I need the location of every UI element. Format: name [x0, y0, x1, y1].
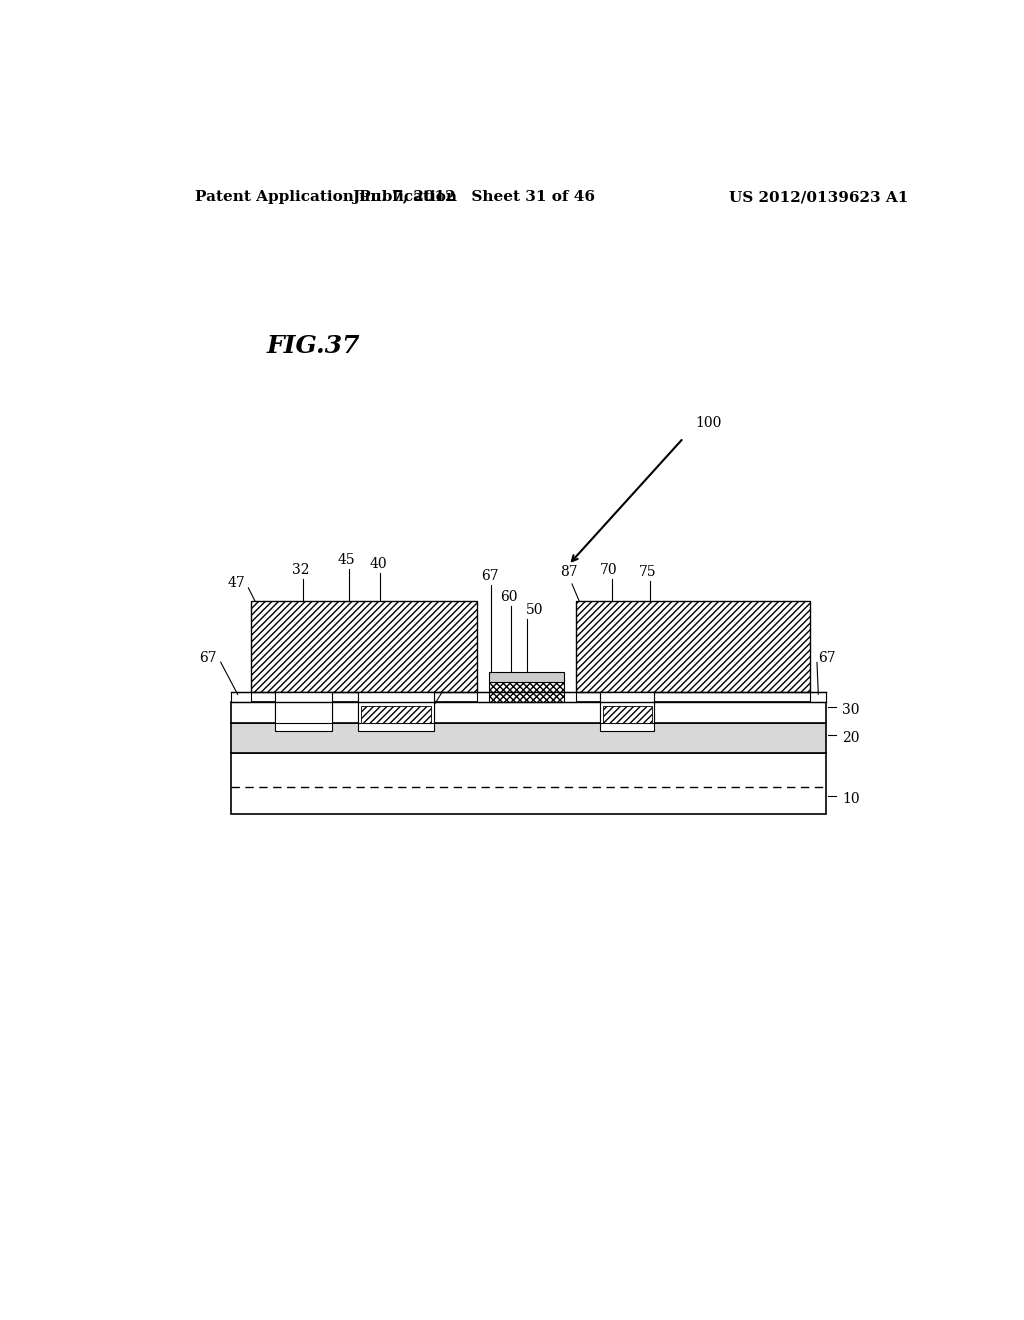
- Bar: [358, 692, 433, 731]
- Bar: [251, 601, 477, 692]
- Text: 67: 67: [818, 652, 836, 665]
- Text: 100: 100: [695, 416, 722, 430]
- Text: 67: 67: [481, 569, 499, 583]
- Text: 75: 75: [639, 565, 656, 579]
- Text: 60: 60: [500, 590, 518, 603]
- Text: US 2012/0139623 A1: US 2012/0139623 A1: [729, 190, 908, 205]
- Text: 30: 30: [842, 704, 860, 717]
- Text: 87: 87: [560, 565, 578, 579]
- Bar: [477, 692, 577, 702]
- Bar: [577, 601, 811, 692]
- Bar: [231, 692, 251, 702]
- Text: Jun. 7, 2012   Sheet 31 of 46: Jun. 7, 2012 Sheet 31 of 46: [351, 190, 595, 205]
- Text: 65: 65: [457, 634, 474, 647]
- Bar: [489, 672, 564, 682]
- Bar: [602, 706, 651, 722]
- Text: 45: 45: [338, 553, 355, 568]
- Text: 50: 50: [525, 603, 543, 616]
- Text: Patent Application Publication: Patent Application Publication: [196, 190, 458, 205]
- Bar: [231, 722, 826, 752]
- Text: 20: 20: [842, 731, 860, 744]
- Text: 32: 32: [292, 564, 309, 577]
- Text: 47: 47: [227, 577, 246, 590]
- Text: FIG.37: FIG.37: [267, 334, 360, 359]
- Bar: [274, 692, 332, 731]
- Text: 70: 70: [600, 564, 617, 577]
- Bar: [231, 702, 826, 722]
- Text: 40: 40: [370, 557, 387, 572]
- Bar: [358, 692, 433, 722]
- Bar: [600, 692, 654, 722]
- Text: 67: 67: [200, 652, 217, 665]
- Bar: [810, 692, 826, 702]
- Bar: [360, 706, 431, 722]
- Text: 10: 10: [842, 792, 860, 805]
- Bar: [600, 692, 654, 731]
- Bar: [231, 752, 826, 814]
- Bar: [274, 692, 332, 722]
- Bar: [489, 682, 564, 702]
